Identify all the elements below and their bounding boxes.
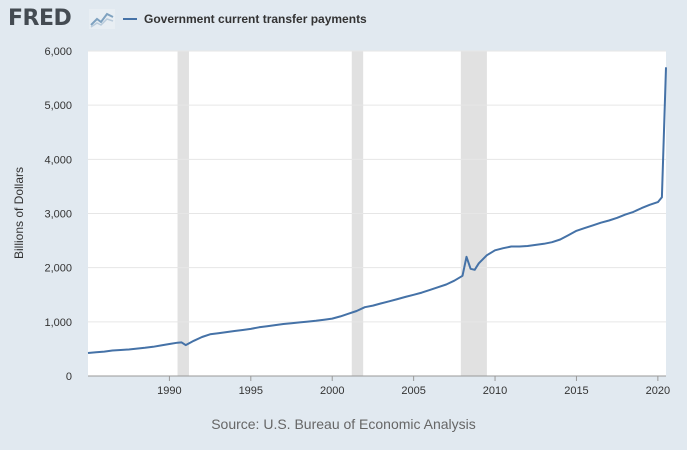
y-tick-label: 0 xyxy=(66,371,72,383)
y-tick-label: 1,000 xyxy=(44,317,72,329)
y-axis-label: Billions of Dollars xyxy=(12,167,26,259)
x-tick-label: 1990 xyxy=(157,385,181,397)
x-tick-label: 2005 xyxy=(401,385,425,397)
x-axis: 1990 1995 2000 2005 2010 2015 2020 xyxy=(157,376,670,397)
chart-header: FRED Government current transfer payment… xyxy=(0,0,687,40)
grid-lines xyxy=(88,50,666,377)
x-tick-label: 2000 xyxy=(320,385,344,397)
fred-logo: FRED xyxy=(8,6,72,31)
line-chart: 0 1,000 2,000 3,000 4,000 5,000 6,000 1990 1995… xyxy=(12,46,670,397)
y-axis: 0 1,000 2,000 3,000 4,000 5,000 6,000 xyxy=(44,46,72,383)
x-tick-label: 2010 xyxy=(483,385,507,397)
x-tick-label: 1995 xyxy=(239,385,263,397)
y-tick-label: 5,000 xyxy=(44,100,72,112)
chart-legend: Government current transfer payments xyxy=(123,12,367,26)
series-line xyxy=(87,67,667,354)
y-tick-label: 4,000 xyxy=(44,154,72,166)
x-tick-label: 2020 xyxy=(646,385,670,397)
legend-swatch xyxy=(123,18,137,20)
y-tick-label: 2,000 xyxy=(44,263,72,275)
source-note: Source: U.S. Bureau of Economic Analysis xyxy=(211,416,476,432)
y-tick-label: 6,000 xyxy=(44,46,72,58)
y-tick-label: 3,000 xyxy=(44,209,72,221)
x-tick-label: 2015 xyxy=(564,385,588,397)
fred-logo-graph-icon xyxy=(89,9,115,29)
legend-label: Government current transfer payments xyxy=(144,12,367,26)
